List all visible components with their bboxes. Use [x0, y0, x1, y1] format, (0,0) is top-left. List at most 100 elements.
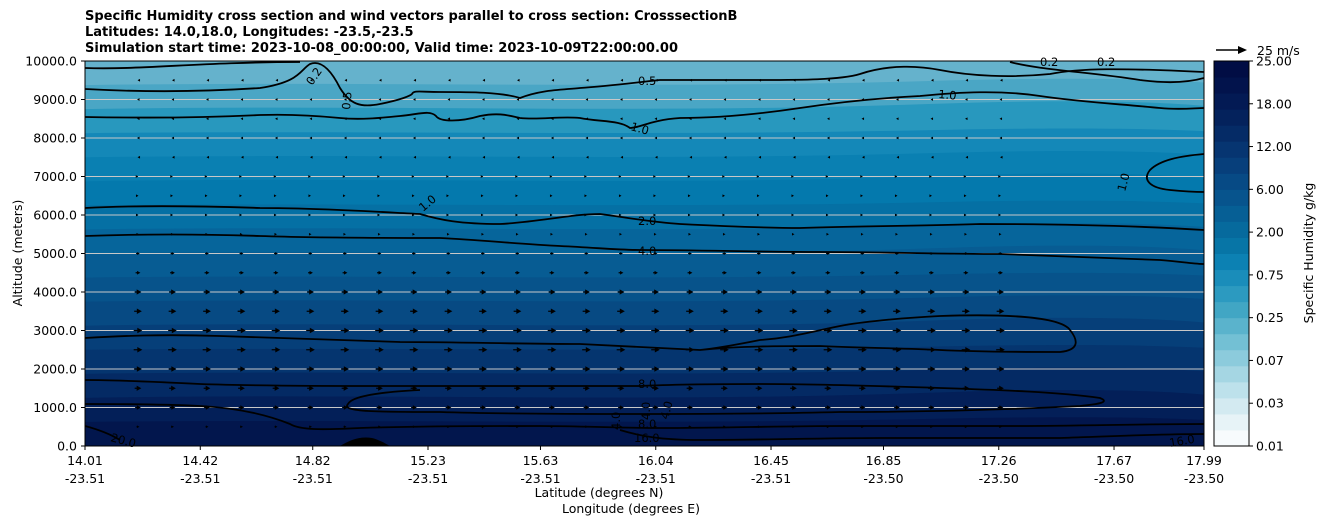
wind-arrowhead — [515, 213, 518, 217]
wind-arrowhead — [413, 136, 416, 140]
contour-line — [1009, 61, 1204, 84]
wind-arrowhead — [894, 213, 898, 217]
wind-arrowhead — [689, 78, 693, 82]
x-tick-label-lat: 16.45 — [753, 453, 789, 468]
contour-line — [85, 91, 1204, 129]
wind-arrowhead — [930, 366, 936, 372]
wind-arrowhead — [378, 385, 383, 391]
wind-arrowhead — [620, 136, 623, 140]
y-tick-label: 6000.0 — [33, 208, 77, 223]
wind-arrowhead — [273, 175, 277, 178]
wind-arrowhead — [412, 289, 418, 295]
wind-arrowhead — [413, 155, 417, 159]
wind-arrowhead — [378, 425, 381, 429]
colorbar-band — [1214, 221, 1249, 238]
wind-arrowhead — [689, 155, 693, 159]
contour-line — [85, 403, 1204, 431]
colorbar-band — [1214, 189, 1249, 206]
y-tick-label: 2000.0 — [33, 362, 77, 377]
wind-arrowhead — [275, 78, 279, 82]
y-tick-label: 4000.0 — [33, 285, 77, 300]
wind-arrowhead — [826, 385, 832, 391]
wind-arrowhead — [240, 136, 244, 140]
contour-label: 0.2 — [1097, 55, 1115, 69]
wind-arrowhead — [860, 232, 864, 236]
wind-arrowhead — [551, 98, 554, 101]
wind-arrowhead — [998, 175, 1001, 178]
wind-arrowhead — [515, 175, 518, 178]
wind-arrowhead — [688, 232, 691, 236]
wind-arrowhead — [723, 366, 729, 372]
wind-arrowhead — [585, 289, 590, 295]
wind-arrowhead — [343, 425, 347, 429]
wind-arrowhead — [206, 155, 210, 159]
wind-arrowhead — [482, 117, 485, 121]
wind-arrowhead — [585, 385, 590, 391]
wind-arrowhead — [240, 347, 246, 353]
colorbar-tick-label: 0.07 — [1256, 353, 1284, 368]
wind-arrowhead — [827, 347, 833, 353]
wind-arrowhead — [343, 232, 346, 236]
wind-arrowhead — [447, 366, 453, 372]
contour-layer — [85, 61, 1204, 446]
grid-layer — [85, 99, 1204, 408]
wind-arrowhead — [931, 155, 934, 159]
wind-arrowhead — [378, 347, 384, 353]
wind-arrowhead — [240, 252, 244, 255]
colorbar-band — [1214, 333, 1249, 351]
wind-arrowhead — [205, 366, 211, 372]
wind-arrowhead — [378, 308, 384, 314]
wind-arrowhead — [929, 213, 932, 217]
wind-arrowhead — [309, 98, 313, 101]
wind-arrowhead — [585, 366, 591, 372]
y-tick-label: 10000.0 — [25, 54, 77, 69]
wind-arrowhead — [827, 327, 833, 334]
wind-reference-key: 25 m/s — [1216, 43, 1300, 58]
wind-arrowhead — [447, 98, 451, 101]
colorbar-band — [1214, 157, 1249, 174]
wind-arrowhead — [273, 213, 277, 217]
wind-arrowhead — [791, 194, 794, 198]
wind-arrowhead — [378, 327, 384, 334]
wind-arrowhead — [586, 155, 589, 159]
wind-arrowhead — [205, 232, 208, 236]
wind-arrowhead — [206, 347, 212, 353]
wind-arrowhead — [792, 98, 796, 101]
wind-arrowhead — [653, 194, 656, 198]
wind-arrowhead — [240, 308, 246, 314]
wind-arrowhead — [136, 366, 142, 372]
x-axis: 14.01 -23.51 14.42 -23.51 14.82 -23.51 15.23 -2… — [65, 446, 1224, 486]
wind-arrowhead — [171, 289, 176, 295]
wind-arrowhead — [343, 385, 349, 391]
x-tick-label-lat: 16.04 — [638, 453, 674, 468]
wind-arrowhead — [827, 98, 830, 101]
wind-arrowhead — [860, 213, 863, 217]
wind-arrowhead — [274, 425, 278, 429]
y-tick-label: 0.0 — [57, 439, 77, 454]
wind-arrowhead — [792, 308, 798, 314]
wind-arrowhead — [377, 175, 380, 178]
x-tick-label-lat: 17.67 — [1096, 453, 1132, 468]
wind-arrowhead — [758, 252, 761, 255]
wind-arrowhead — [481, 232, 484, 236]
wind-arrowhead — [1000, 78, 1003, 82]
wind-arrowhead — [275, 327, 281, 334]
wind-arrowhead — [274, 289, 280, 295]
colorbar-band — [1214, 93, 1249, 110]
wind-arrowhead — [516, 98, 520, 101]
wind-arrowhead — [136, 232, 139, 236]
wind-arrowhead — [861, 405, 866, 410]
wind-arrowhead — [413, 78, 417, 82]
wind-arrowhead — [171, 327, 177, 334]
wind-arrowhead — [722, 194, 725, 198]
wind-arrowhead — [377, 232, 381, 236]
wind-arrowhead — [758, 136, 761, 140]
wind-arrowhead — [826, 232, 829, 236]
wind-arrowhead — [724, 78, 727, 82]
wind-arrowhead — [378, 252, 382, 255]
wind-arrowhead — [137, 78, 141, 82]
y-tick-label: 1000.0 — [33, 400, 77, 415]
wind-arrowhead — [239, 232, 243, 236]
wind-arrowhead — [860, 175, 863, 178]
wind-arrowhead — [861, 366, 867, 372]
